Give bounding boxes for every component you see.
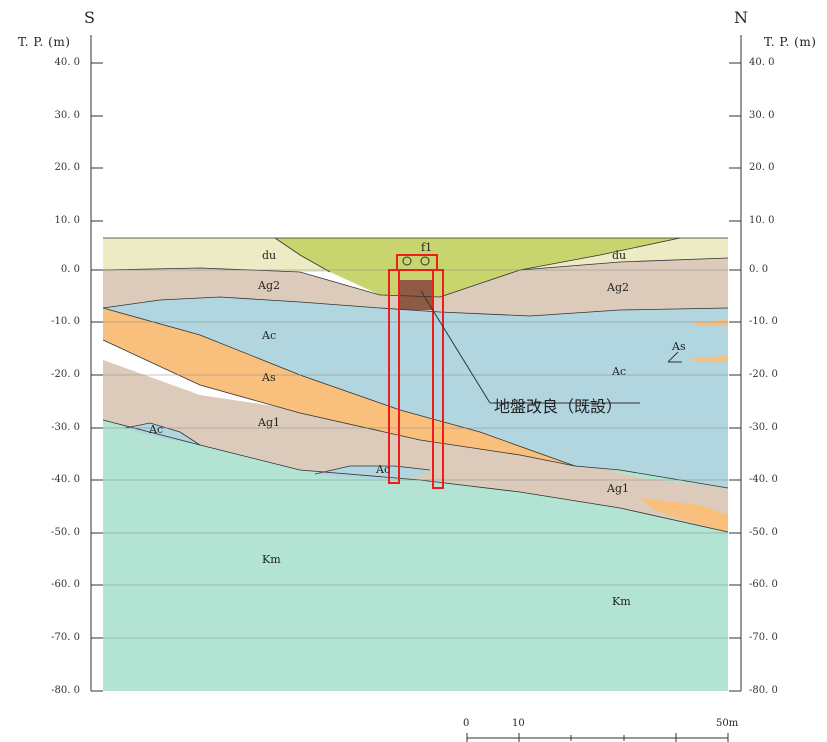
right-tick-label: 40. 0 <box>749 57 775 68</box>
layer-label-ag2-right: Ag2 <box>607 281 629 294</box>
layer-label-ag1-left: Ag1 <box>258 416 280 429</box>
right-tick-label: 30. 0 <box>749 110 775 121</box>
right-tick-label: -50. 0 <box>749 527 778 538</box>
left-tick-label: 0. 0 <box>60 264 80 275</box>
layer-fill <box>275 238 680 297</box>
layer-label-ac-right: Ac <box>612 365 627 378</box>
pipe-icon <box>420 256 430 266</box>
layer-label-ac-left: Ac <box>262 329 277 342</box>
right-tick-label: -60. 0 <box>749 579 778 590</box>
layer-label-ag2-left: Ag2 <box>258 279 280 292</box>
left-tick-label: -50. 0 <box>51 527 80 538</box>
scale-label-50m: 50m <box>716 718 739 729</box>
left-tick-label: -20. 0 <box>51 369 80 380</box>
right-tick-label: 10. 0 <box>749 215 775 226</box>
layer-as <box>103 308 575 466</box>
right-axis-unit: T. P. (m) <box>764 35 817 49</box>
scale-bar <box>466 733 729 742</box>
layer-label-du-right: du <box>612 249 627 262</box>
left-tick-label: -80. 0 <box>51 685 80 696</box>
layer-label-km-left: Km <box>262 553 281 566</box>
left-tick-label: -70. 0 <box>51 632 80 643</box>
layer-label-du-left: du <box>262 249 277 262</box>
layer-label-f1: f1 <box>421 241 433 254</box>
left-tick-label: -30. 0 <box>51 422 80 433</box>
layer-du <box>103 238 330 272</box>
layer-ag2 <box>103 258 728 316</box>
improved-ground <box>398 280 434 310</box>
layer-ac <box>103 297 728 488</box>
left-tick-label: 40. 0 <box>54 57 80 68</box>
left-tick-label: -40. 0 <box>51 474 80 485</box>
left-axis-unit: T. P. (m) <box>18 35 71 49</box>
layer-label-as-left: As <box>262 371 276 384</box>
left-tick-label: -10. 0 <box>51 316 80 327</box>
layer-label-ag1-right: Ag1 <box>607 482 629 495</box>
right-tick-label: -10. 0 <box>749 316 778 327</box>
layer-label-km-right: Km <box>612 595 631 608</box>
layer-label-ac-lens-left: Ac <box>149 423 164 436</box>
layer-label-as-right: As <box>672 340 686 353</box>
left-tick-label: 30. 0 <box>54 110 80 121</box>
layer-label-ac-lens-center: Ac <box>376 463 391 476</box>
left-tick-label: -60. 0 <box>51 579 80 590</box>
right-tick-label: -40. 0 <box>749 474 778 485</box>
right-tick-label: 20. 0 <box>749 162 775 173</box>
scale-label-0: 0 <box>463 718 470 729</box>
direction-north: N <box>734 8 748 27</box>
pipe-icon <box>402 256 412 266</box>
improved-ground-callout: 地盤改良（既設） <box>494 397 623 416</box>
layer-ag1 <box>103 310 728 532</box>
right-tick-label: 0. 0 <box>749 264 769 275</box>
direction-south: S <box>84 8 95 27</box>
left-tick-label: 20. 0 <box>54 162 80 173</box>
right-tick-label: -20. 0 <box>749 369 778 380</box>
structure-outline <box>388 254 444 489</box>
right-tick-label: -80. 0 <box>749 685 778 696</box>
scale-label-10: 10 <box>512 718 525 729</box>
right-tick-label: -70. 0 <box>749 632 778 643</box>
left-tick-label: 10. 0 <box>54 215 80 226</box>
right-tick-label: -30. 0 <box>749 422 778 433</box>
